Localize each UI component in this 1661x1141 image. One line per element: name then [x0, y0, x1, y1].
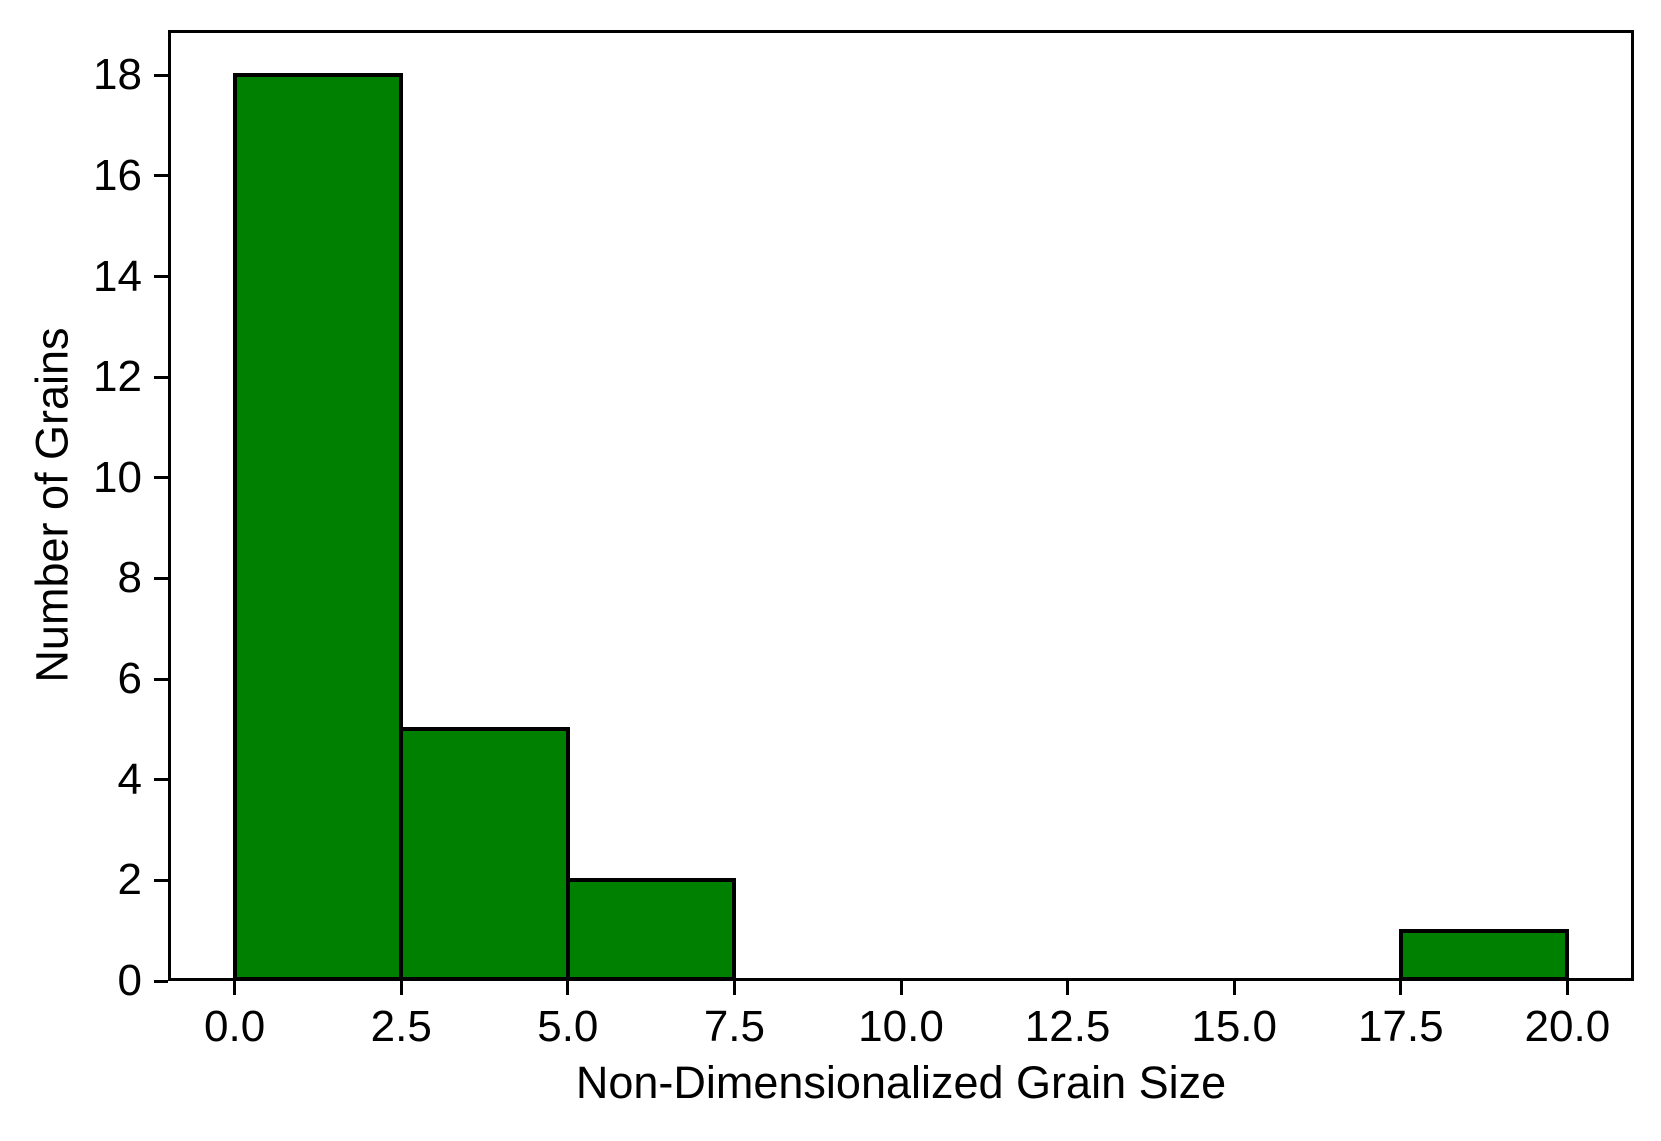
- y-tick-label: 14: [93, 251, 142, 301]
- histogram-bar: [399, 727, 570, 981]
- x-tick-label: 12.5: [1024, 1002, 1111, 1051]
- x-tick-mark: [399, 981, 403, 995]
- y-tick-label: 18: [93, 50, 142, 100]
- y-tick-label: 4: [117, 754, 142, 804]
- x-tick-mark: [566, 981, 570, 995]
- x-tick-mark: [1399, 981, 1403, 995]
- x-tick-mark: [732, 981, 736, 995]
- y-tick-mark: [154, 576, 168, 580]
- x-tick-mark: [1066, 981, 1070, 995]
- x-tick-label: 2.5: [370, 1002, 432, 1051]
- y-tick-mark: [154, 878, 168, 882]
- y-tick-label: 12: [93, 352, 142, 402]
- y-tick-mark: [154, 73, 168, 77]
- y-tick-label: 0: [117, 956, 142, 1005]
- x-tick-mark: [1565, 981, 1569, 995]
- y-tick-label: 2: [117, 855, 142, 905]
- x-tick-mark: [233, 981, 237, 995]
- x-tick-label: 17.5: [1357, 1002, 1444, 1051]
- y-tick-mark: [154, 275, 168, 279]
- y-tick-label: 16: [93, 150, 142, 200]
- y-axis-label: Number of Grains: [26, 327, 78, 683]
- y-tick-mark: [154, 476, 168, 480]
- y-tick-mark: [154, 174, 168, 178]
- histogram-bar: [1398, 928, 1570, 981]
- x-axis-label: Non-Dimensionalized Grain Size: [575, 1057, 1227, 1108]
- x-tick-label: 20.0: [1524, 1002, 1611, 1051]
- x-tick-mark: [899, 981, 903, 995]
- y-tick-label: 6: [117, 654, 142, 704]
- y-tick-mark: [154, 375, 168, 379]
- x-tick-mark: [1232, 981, 1236, 995]
- x-tick-label: 10.0: [858, 1002, 944, 1051]
- x-tick-label: 5.0: [537, 1002, 599, 1051]
- y-tick-mark: [154, 979, 168, 983]
- y-tick-mark: [154, 677, 168, 681]
- y-tick-mark: [154, 778, 168, 782]
- x-tick-label: 7.5: [703, 1002, 765, 1051]
- y-tick-label: 10: [93, 452, 142, 502]
- y-tick-label: 8: [117, 553, 142, 603]
- histogram-bar: [232, 73, 404, 981]
- x-tick-label: 0.0: [204, 1002, 266, 1051]
- histogram-bar: [565, 878, 737, 981]
- x-tick-label: 15.0: [1191, 1002, 1277, 1051]
